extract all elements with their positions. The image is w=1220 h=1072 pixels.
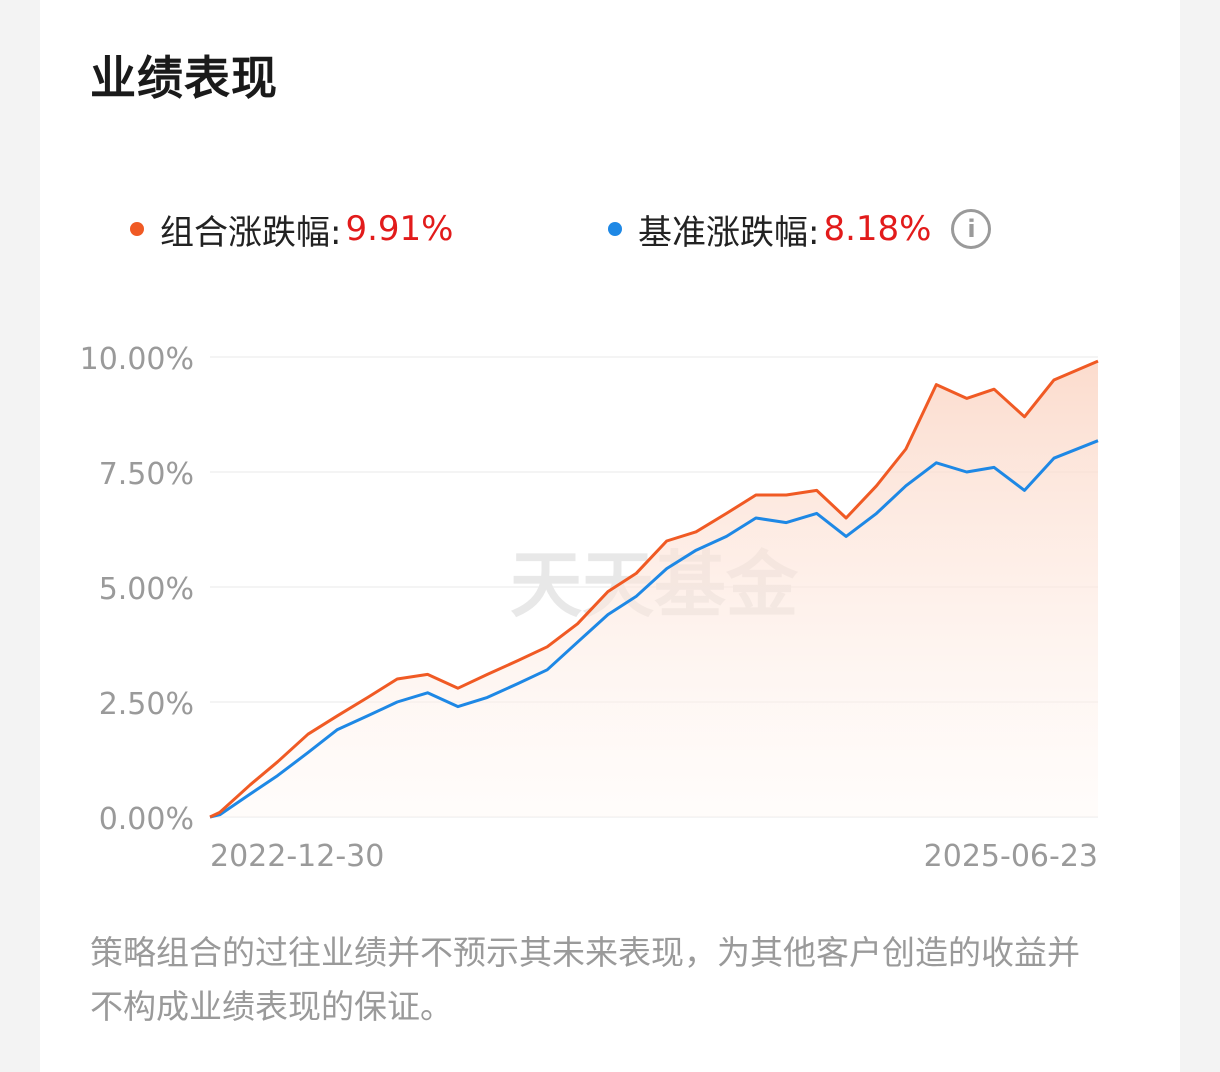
info-icon[interactable]: i [951, 209, 992, 249]
section-title: 业绩表现 [90, 51, 278, 105]
y-tick-label: 7.50% [99, 457, 194, 492]
y-tick-label: 5.00% [99, 572, 194, 607]
performance-card: 业绩表现 组合涨跌幅: 9.91% 基准涨跌幅: 8.18% i 天天基金 0.… [40, 0, 1180, 1072]
performance-chart: 天天基金 0.00%2.50%5.00%7.50%10.00%2022-12-3… [80, 342, 1099, 874]
x-tick-label: 2022-12-30 [210, 839, 384, 874]
y-tick-label: 2.50% [99, 687, 194, 722]
portfolio-dot [130, 222, 144, 236]
portfolio-value: 9.91% [345, 209, 454, 249]
portfolio-line [209, 359, 1099, 819]
y-tick-label: 10.00% [80, 342, 194, 377]
legend-benchmark: 基准涨跌幅: 8.18% i [608, 204, 992, 254]
benchmark-dot [608, 222, 622, 236]
x-tick-label: 2025-06-23 [924, 839, 1098, 874]
benchmark-value: 8.18% [823, 209, 932, 249]
legend-portfolio: 组合涨跌幅: 9.91% [130, 204, 453, 254]
benchmark-line [209, 439, 1099, 819]
portfolio-label: 组合涨跌幅: [160, 212, 342, 253]
portfolio-area [210, 361, 1098, 817]
benchmark-label: 基准涨跌幅: [638, 212, 820, 253]
disclaimer: 策略组合的过往业绩并不预示其未来表现，为其他客户创造的收益并不构成业绩表现的保证… [90, 933, 1080, 1026]
y-tick-label: 0.00% [99, 802, 194, 837]
